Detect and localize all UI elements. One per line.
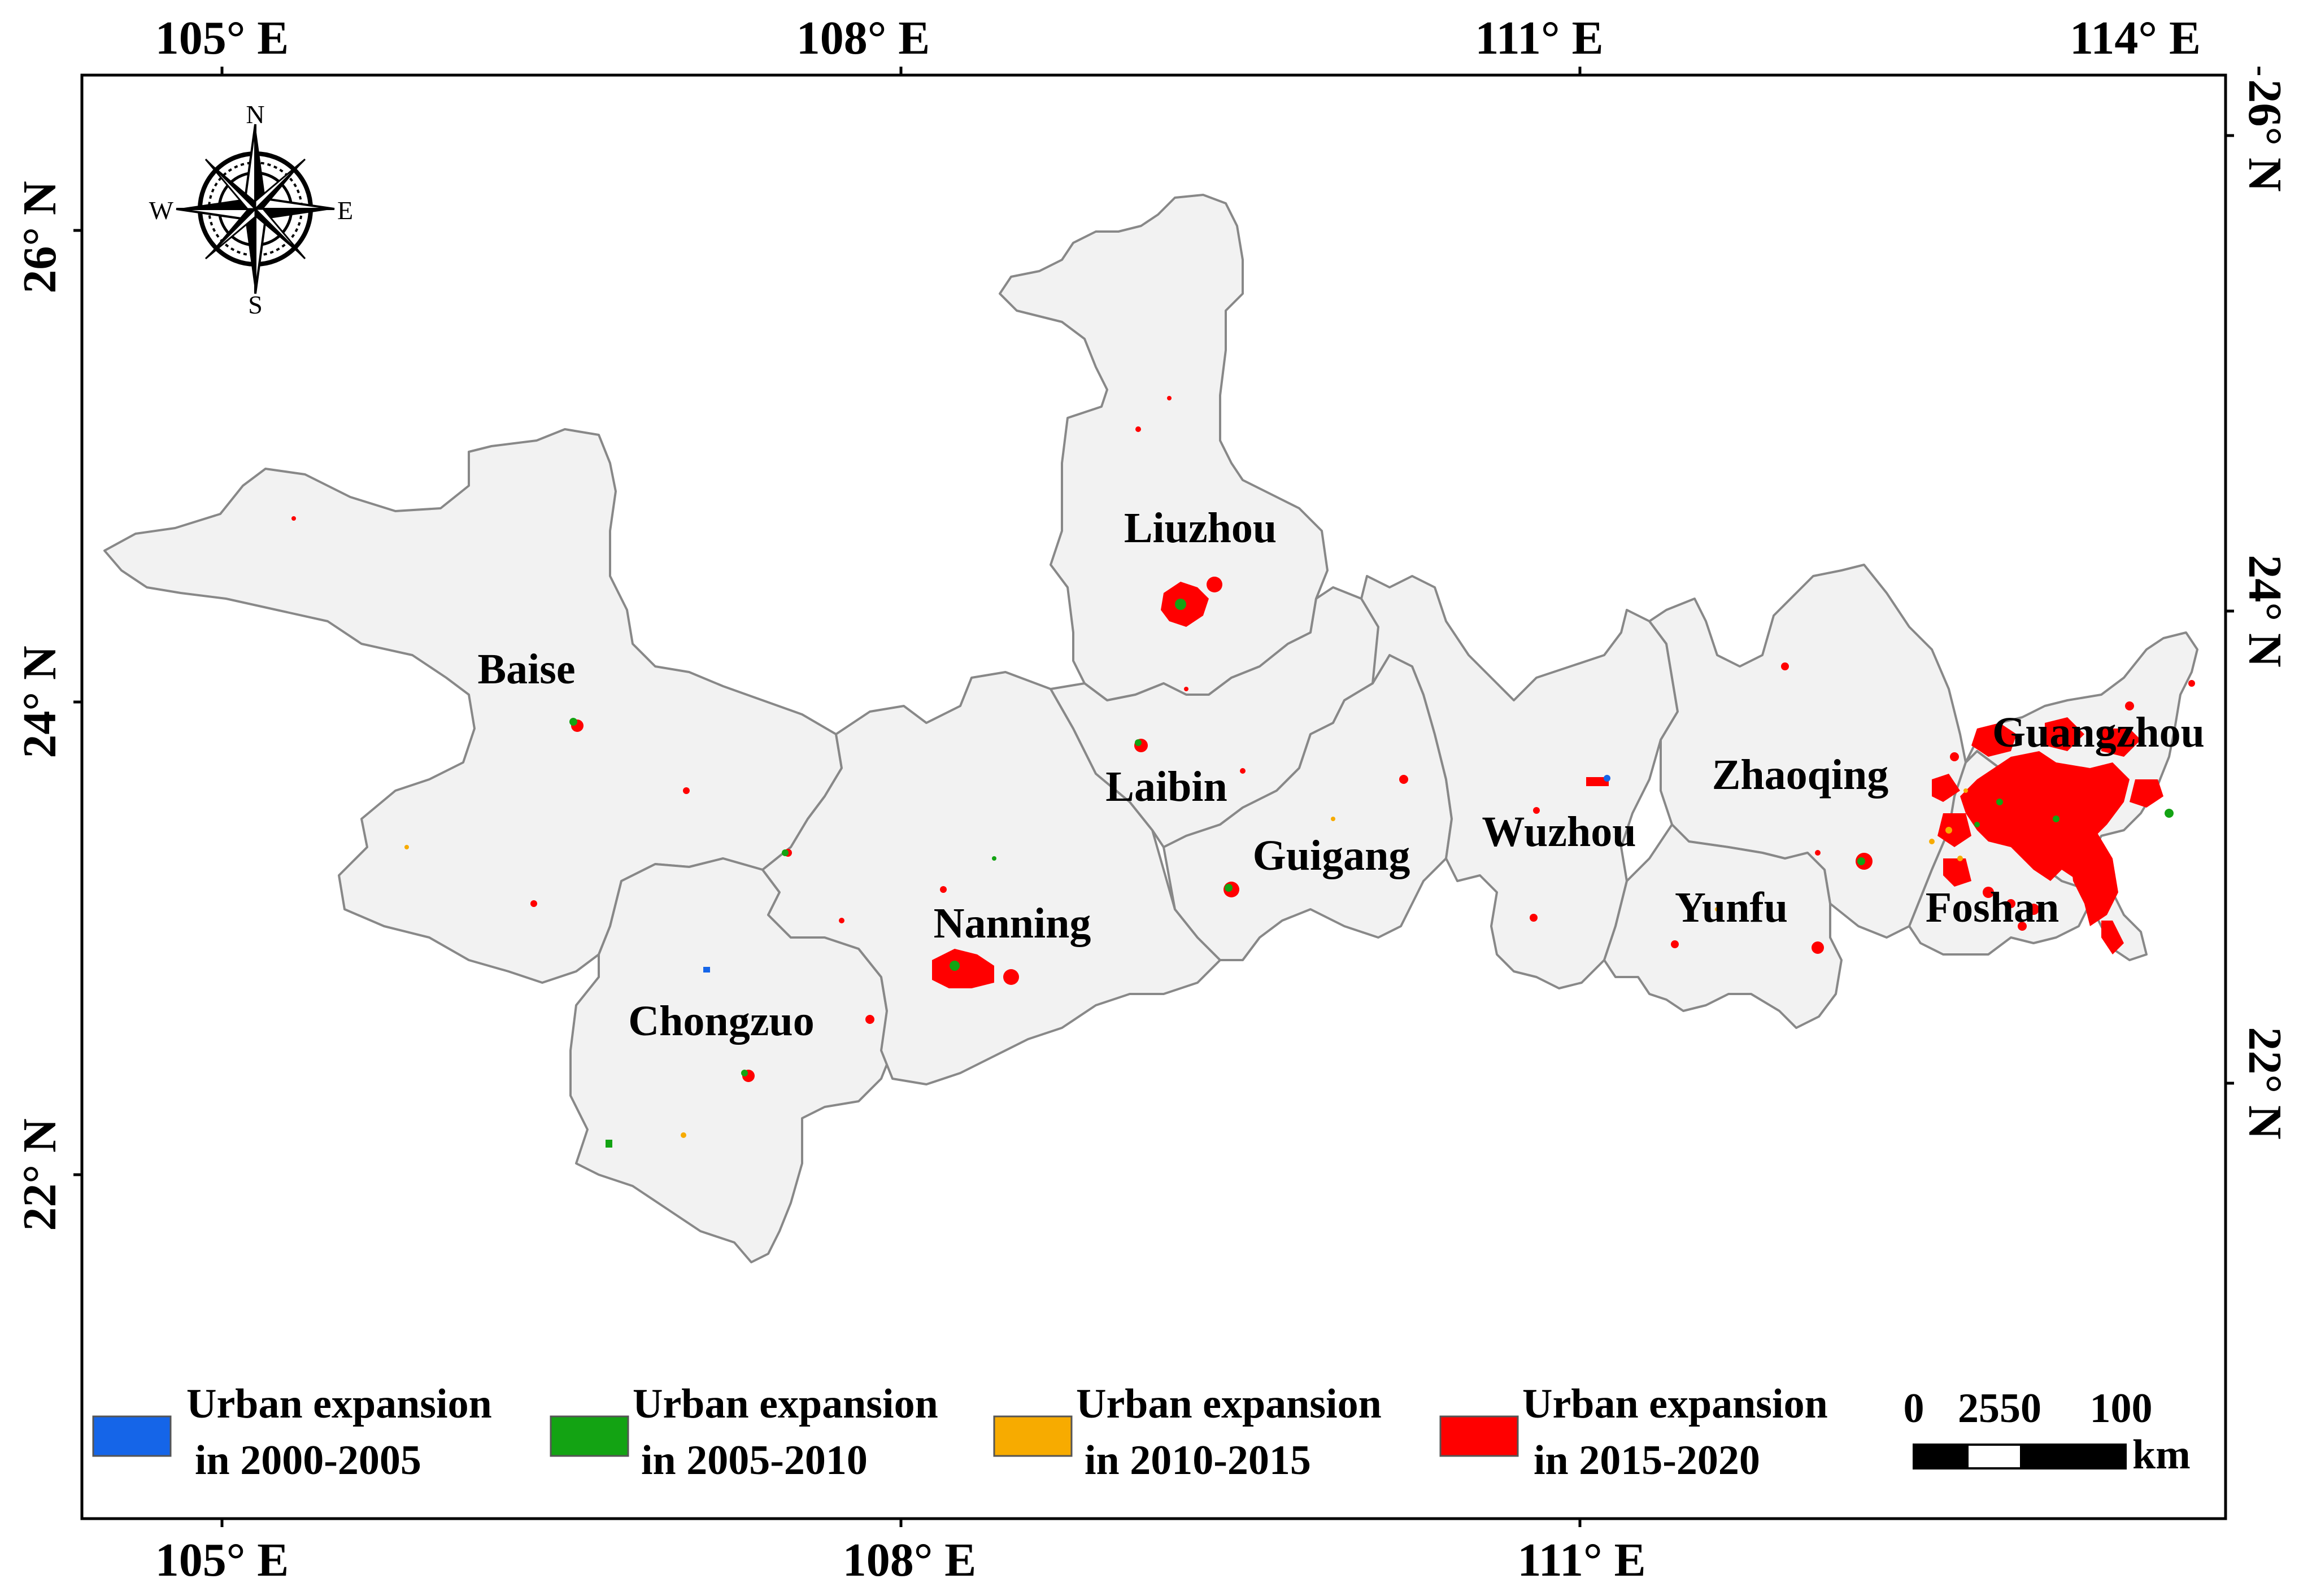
longitude-label-bottom-111: 111° E	[1517, 1534, 1645, 1586]
graticule-ticks	[73, 67, 2261, 1527]
city-label-liuzhou: Liuzhou	[1124, 504, 1277, 552]
city-label-foshan: Foshan	[1926, 884, 2059, 931]
latitude-label-left-22: 22° N	[14, 1118, 66, 1231]
longitude-label-bottom-108: 108° E	[843, 1534, 977, 1586]
legend-label-2015-2020-line1: Urban expansion	[1522, 1381, 1828, 1427]
city-label-laibin: Laibin	[1105, 763, 1227, 810]
scale-segment-50-100	[2020, 1444, 2127, 1469]
legend-item-2000-2005: Urban expansion in 2000-2005	[92, 1381, 492, 1484]
longitude-label-top-111: 111° E	[1475, 12, 1603, 64]
longitude-label-bottom-105: 105° E	[155, 1534, 289, 1586]
urban-patch-pingxiang	[606, 1140, 612, 1148]
urban-patch-guangzhou-older	[1974, 799, 2174, 827]
legend-label-2010-2015-line1: Urban expansion	[1076, 1381, 1382, 1427]
urban-patch-zhaoqing-old	[1857, 857, 1865, 865]
urban-patch-chongzuo-2000	[703, 967, 710, 973]
latitude-label-left-26: 26° N	[14, 181, 66, 293]
scale-bar: 0 2550 100 km	[1904, 1385, 2191, 1478]
urban-patch-chongzuo-old	[741, 1070, 748, 1076]
compass-south: S	[248, 290, 263, 319]
legend-swatch-2010-2015	[993, 1415, 1073, 1457]
scale-tick-0: 0	[1904, 1385, 1924, 1432]
urban-patch-nanning-east	[1003, 969, 1019, 985]
legend-item-2010-2015: Urban expansion in 2010-2015	[993, 1381, 1382, 1484]
region-nanning	[761, 671, 1221, 1085]
region-yunfu	[1603, 823, 1843, 1029]
city-label-zhaoqing: Zhaoqing	[1712, 751, 1889, 799]
scale-segment-25-50	[1966, 1444, 2022, 1469]
scale-unit: km	[2132, 1432, 2191, 1478]
city-label-wuzhou: Wuzhou	[1482, 808, 1636, 856]
urban-patch-laibin-old	[1135, 739, 1142, 746]
legend-label-2015-2020-line2: in 2015-2020	[1534, 1437, 1760, 1484]
urban-patch-guangzhou-2010	[1929, 788, 1968, 861]
scale-tick-25-50: 2550	[1958, 1385, 2041, 1432]
legend-label-2000-2005-line1: Urban expansion	[186, 1381, 492, 1427]
latitude-label-right-26: 26° N	[2239, 79, 2291, 191]
urban-patch-scattered-green	[782, 849, 996, 861]
city-label-chongzuo: Chongzuo	[628, 997, 814, 1045]
legend-label-2005-2010-line1: Urban expansion	[633, 1381, 938, 1427]
urban-patch-baise-old	[569, 718, 577, 726]
scale-segment-0-25	[1913, 1444, 1969, 1469]
latitude-label-right-22: 22° N	[2239, 1027, 2291, 1139]
city-label-baise: Baise	[477, 646, 575, 693]
compass-east: E	[337, 196, 353, 225]
latitude-label-left-24: 24° N	[14, 646, 66, 758]
urban-patch-yunfu	[1812, 941, 1824, 954]
city-label-nanning: Nanning	[934, 900, 1091, 947]
longitude-label-top-108: 108° E	[796, 12, 930, 64]
urban-patch-guigang-old	[1225, 884, 1233, 892]
legend-label-2005-2010-line2: in 2005-2010	[641, 1437, 868, 1484]
region-wuzhou	[1360, 575, 1679, 989]
legend-item-2015-2020: Urban expansion in 2015-2020	[1439, 1381, 1828, 1484]
legend-label-2010-2015-line2: in 2010-2015	[1085, 1437, 1311, 1484]
scale-tick-100: 100	[2090, 1385, 2153, 1432]
urban-patch-liuzhou-east	[1207, 577, 1222, 592]
compass-west: W	[149, 196, 174, 225]
urban-patch-liuzhou-old	[1175, 599, 1186, 610]
compass-north: N	[246, 100, 264, 129]
urban-patch-wuzhou	[1586, 777, 1609, 786]
legend: Urban expansion in 2000-2005 Urban expan…	[92, 1381, 1828, 1484]
city-label-yunfu: Yunfu	[1675, 884, 1788, 931]
compass-rose: N S E W	[149, 100, 354, 319]
compass-icon	[176, 124, 335, 294]
legend-swatch-2000-2005	[92, 1415, 172, 1457]
urban-patch-wuzhou-old	[1604, 775, 1610, 782]
urban-patch-nanning-core-old	[950, 961, 960, 971]
urban-patch-guangzhou-foshan	[1932, 680, 2195, 954]
urban-expansion-patches	[291, 396, 2195, 1148]
legend-label-2000-2005-line2: in 2000-2005	[195, 1437, 421, 1484]
latitude-label-right-24: 24° N	[2239, 555, 2291, 667]
longitude-label-top-105: 105° E	[155, 12, 289, 64]
legend-swatch-2015-2020	[1439, 1415, 1519, 1457]
city-label-guangzhou: Guangzhou	[1992, 709, 2205, 756]
legend-swatch-2005-2010	[550, 1415, 629, 1457]
legend-item-2005-2010: Urban expansion in 2005-2010	[550, 1381, 938, 1484]
urban-patch-scattered-orange	[404, 817, 1719, 1138]
urban-patch-yunfu-west	[1671, 940, 1679, 948]
urban-patch-nanning	[932, 949, 994, 988]
longitude-label-top-114: 114° E	[2070, 12, 2201, 64]
city-label-guigang: Guigang	[1253, 832, 1410, 879]
